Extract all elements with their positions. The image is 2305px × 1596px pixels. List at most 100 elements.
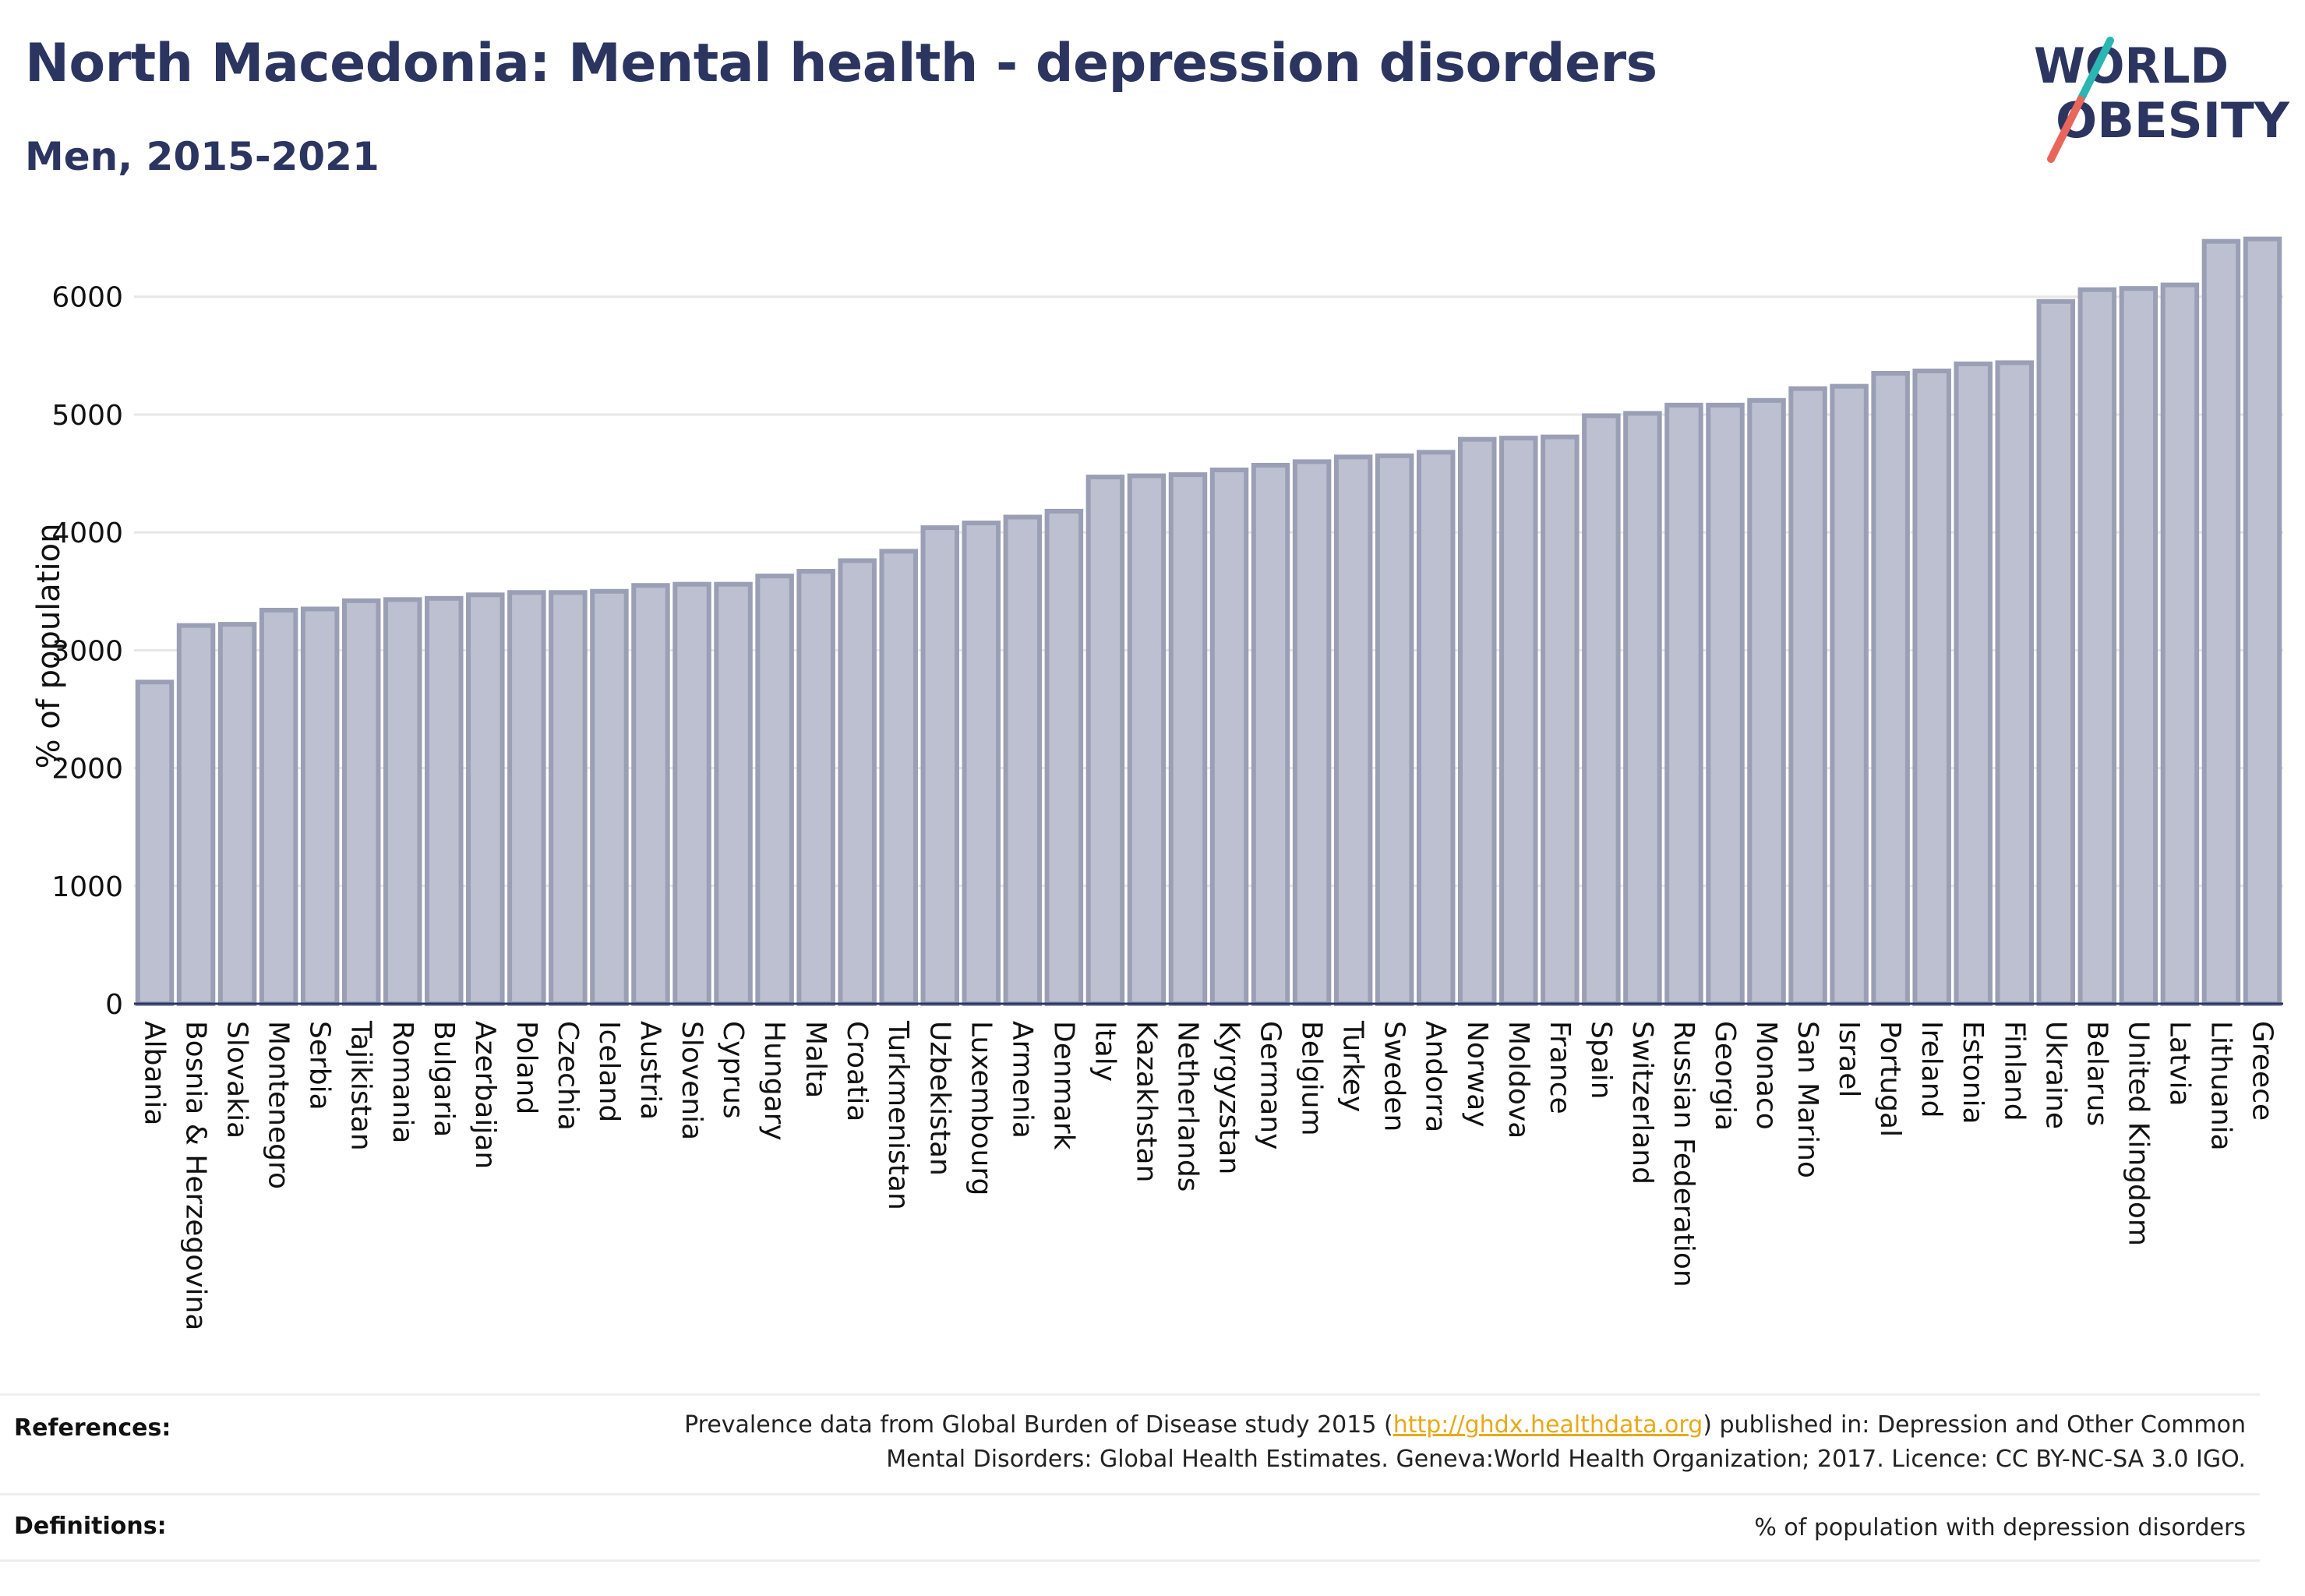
bar[interactable] [672,581,711,1006]
bar[interactable] [1582,413,1621,1006]
y-axis-label: % of population [31,524,67,769]
x-tick-label: Czechia [552,1021,584,1131]
x-tick-label: Kyrgyzstan [1213,1021,1245,1174]
bar[interactable] [1375,453,1414,1006]
bar[interactable] [2160,282,2200,1006]
x-tick-label: Denmark [1047,1021,1079,1150]
bar[interactable] [2243,236,2282,1006]
x-tick-label: Estonia [1957,1021,1989,1125]
references-label: References: [14,1414,171,1442]
bar[interactable] [1995,360,2034,1006]
bar[interactable] [2201,238,2241,1006]
bar[interactable] [1541,434,1580,1006]
x-tick-labels: Albania Bosnia & Herzegovina Slovakia Monte… [139,1020,2279,1330]
x-tick-label: Belarus [2081,1021,2113,1126]
bar[interactable] [1788,386,1827,1006]
definitions-row: Definitions: % of population with depres… [0,1493,2260,1562]
bar[interactable] [1333,454,1373,1006]
x-tick-label: Latvia [2163,1021,2195,1107]
x-tick-label: Bulgaria [428,1021,460,1137]
bar[interactable] [507,590,546,1006]
bar[interactable] [838,558,877,1006]
bar[interactable] [466,592,505,1006]
bar[interactable] [755,574,794,1006]
bar[interactable] [1044,508,1084,1006]
bar[interactable] [920,525,959,1006]
bar[interactable] [1085,475,1125,1006]
bar[interactable] [879,549,918,1006]
references-link[interactable]: http://ghdx.healthdata.org [1393,1411,1703,1439]
x-tick-label: Spain [1585,1021,1617,1100]
y-tick-label: 4000 [51,517,123,549]
bar[interactable] [1416,450,1456,1006]
x-tick-label: Austria [634,1021,666,1120]
x-tick-label: Croatia [841,1021,873,1121]
x-tick-label: Serbia [304,1021,336,1110]
bar[interactable] [1292,459,1332,1006]
bar[interactable] [425,595,464,1006]
x-tick-label: Kazakhstan [1130,1021,1162,1182]
bar[interactable] [1251,462,1290,1006]
references-line1-pre: Prevalence data from Global Burden of Di… [684,1411,1393,1439]
y-tick-label: 6000 [51,282,123,314]
bar[interactable] [341,598,381,1006]
x-tick-label: Romania [387,1021,418,1143]
x-tick-label: Netherlands [1171,1021,1203,1192]
bar[interactable] [962,521,1001,1006]
y-tick-labels: 0 1000 2000 3000 4000 5000 6000 [51,282,123,1021]
bar[interactable] [1499,436,1538,1006]
x-tick-label: Turkey [1337,1020,1369,1112]
bar[interactable] [383,597,422,1006]
bar[interactable] [796,569,835,1006]
svg-text:OBESITY: OBESITY [2056,92,2290,149]
bar[interactable] [1168,472,1208,1006]
bar[interactable] [631,583,670,1006]
references-line2: Mental Disorders: Global Health Estimate… [886,1446,2246,1473]
bar[interactable] [1954,361,1993,1007]
svg-text:WORLD: WORLD [2034,37,2229,94]
x-tick-label: Armenia [1006,1021,1038,1139]
bar[interactable] [1003,514,1043,1006]
bar[interactable] [2119,286,2159,1007]
bar[interactable] [1871,371,1910,1006]
x-tick-label: Iceland [593,1021,625,1122]
bar[interactable] [1664,402,1703,1006]
x-tick-label: Italy [1089,1021,1121,1082]
bar[interactable] [1706,402,1745,1006]
bar[interactable] [714,581,753,1006]
bar[interactable] [259,607,298,1007]
x-tick-label: Malta [800,1021,831,1098]
x-tick-label: Switzerland [1626,1021,1658,1185]
x-tick-label: Germany [1255,1021,1287,1149]
bar[interactable] [1127,473,1167,1006]
bar[interactable] [1747,397,1786,1006]
x-tick-label: Sweden [1378,1021,1410,1132]
bar[interactable] [135,680,175,1006]
y-tick-label: 5000 [51,400,123,432]
bar[interactable] [2077,287,2117,1006]
bars [135,236,2282,1007]
x-tick-label: Cyprus [717,1021,749,1119]
x-tick-label: United Kingdom [2122,1021,2154,1246]
bar[interactable] [1209,468,1249,1006]
x-tick-label: Israel [1833,1021,1865,1097]
bar[interactable] [217,622,257,1006]
bar[interactable] [1623,411,1662,1006]
x-tick-label: Albania [139,1021,171,1125]
bar[interactable] [590,588,629,1006]
bar[interactable] [549,590,588,1006]
x-tick-label: Lithuania [2204,1021,2236,1151]
bar[interactable] [1830,383,1869,1006]
x-tick-label: Belgium [1296,1021,1328,1136]
bar[interactable] [176,623,216,1006]
y-tick-label: 2000 [51,754,123,786]
x-tick-label: Tajikistan [345,1020,377,1151]
bar[interactable] [1458,436,1497,1006]
bar[interactable] [1912,368,1951,1006]
x-tick-label: Poland [510,1021,542,1114]
bar[interactable] [2036,298,2076,1006]
bar[interactable] [300,606,340,1006]
x-tick-label: Slovakia [221,1021,253,1139]
y-tick-label: 3000 [51,635,123,667]
x-tick-label: Montenegro [263,1021,295,1189]
